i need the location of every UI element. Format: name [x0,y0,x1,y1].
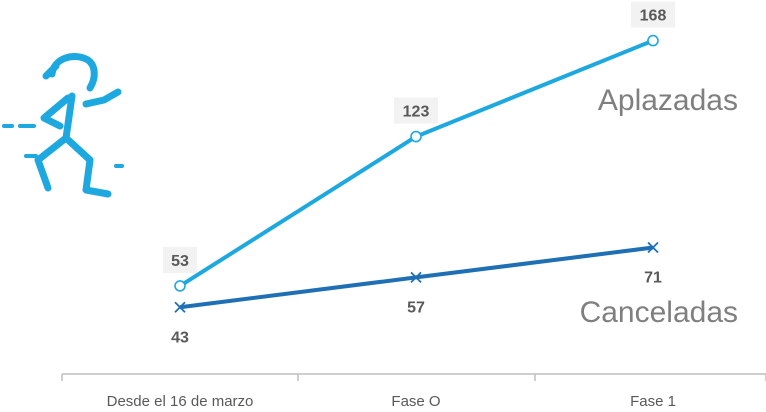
series-name-canceladas: Canceladas [580,296,738,329]
data-label-aplazadas: 123 [403,104,430,121]
series-line-aplazadas [178,38,654,288]
x-axis: Desde el 16 de marzo Fase O Fase 1 [61,373,766,410]
data-label-canceladas: 43 [171,329,189,346]
data-label-canceladas: 71 [644,270,662,287]
data-point-aplazadas [410,130,422,143]
x-tick-label: Desde el 16 de marzo [107,393,254,410]
data-point-canceladas [410,271,422,284]
running-person-icon [2,53,124,198]
data-point-aplazadas [647,34,659,47]
data-point-canceladas [647,241,659,254]
x-tick-label: Fase 1 [630,393,676,410]
data-label-aplazadas: 53 [171,253,189,270]
series-name-aplazadas: Aplazadas [598,84,738,117]
data-label-box [394,97,438,124]
data-label-box [631,1,675,28]
data-point-aplazadas [174,280,186,292]
data-label-aplazadas: 168 [640,8,667,25]
data-label-canceladas: 57 [407,299,425,316]
data-label-box [163,246,197,273]
x-tick-label: Fase O [391,393,440,410]
data-point-canceladas [174,301,186,313]
